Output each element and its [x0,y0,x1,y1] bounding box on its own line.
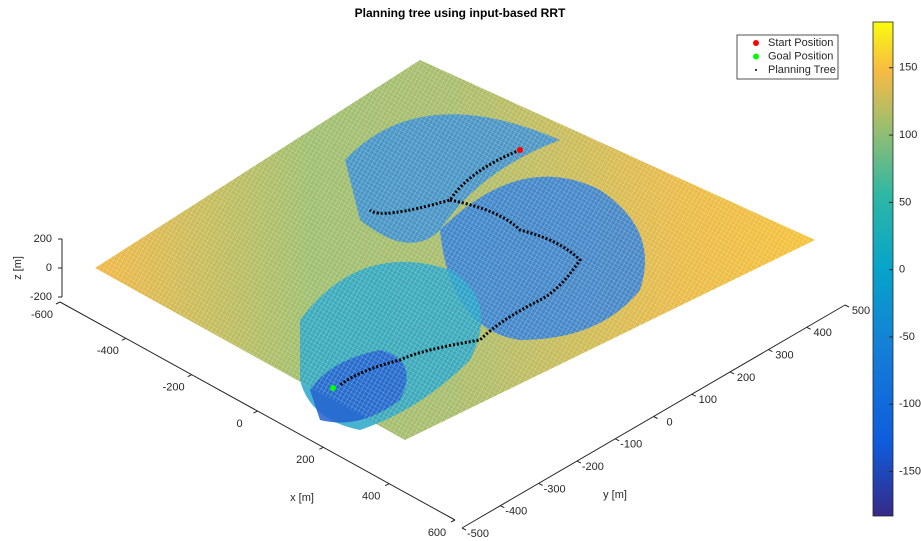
z-tick-label: 0 [46,262,52,274]
x-tick-label: -200 [163,382,185,394]
x-tick-label: 200 [296,454,314,466]
y-tick-label: 400 [814,327,832,339]
y-tick [615,439,619,441]
mesh [95,60,815,440]
legend-marker [753,54,759,60]
x-tick-label: -600 [31,309,53,321]
y-tick-label: -300 [544,483,566,495]
colorbar-tick-label: 100 [899,129,917,141]
x-tick [254,411,258,413]
legend-label: Planning Tree [768,64,836,76]
z-tick-label: -200 [30,291,52,303]
x-tick-label: 400 [362,491,380,503]
colorbar-tick-label: -100 [899,398,921,410]
x-tick-label: 0 [236,418,242,430]
y-tick-label: -100 [620,439,642,451]
y-tick-label: -500 [467,528,489,540]
y-tick [807,327,811,329]
x-tick [385,484,389,486]
y-tick [730,372,734,374]
colorbar [873,22,893,516]
y-tick [692,394,696,396]
y-tick-label: 200 [737,372,755,384]
x-tick [122,338,126,340]
colorbar-tick-label: 150 [899,62,917,74]
x-tick [451,520,455,522]
y-axis-label: y [m] [603,489,627,501]
legend-label: Start Position [768,37,833,49]
x-tick-label: 600 [428,527,446,539]
x-axis-label: x [m] [290,492,314,504]
y-tick [462,528,466,530]
y-tick [654,417,658,419]
y-tick-label: 100 [699,394,717,406]
y-tick-label: 500 [852,305,870,317]
colorbar-tick-label: 50 [899,196,911,208]
z-axis-label: z [m] [12,256,24,280]
colorbar-tick-label: -150 [899,465,921,477]
y-tick [577,461,581,463]
x-tick [56,302,60,304]
chart-title: Planning tree using input-based RRT [355,6,566,20]
y-tick-label: 300 [775,350,793,362]
x-tick-label: -400 [97,345,119,357]
y-tick-label: -200 [582,461,604,473]
legend-label: Goal Position [768,50,833,62]
y-tick [500,506,504,508]
start-marker [517,147,523,153]
chart: Planning tree using input-based RRT -600… [0,0,921,541]
colorbar-tick-label: 0 [899,264,905,276]
x-tick [319,447,323,449]
y-tick-label: 0 [666,416,672,428]
y-tick [539,483,543,485]
legend-marker [755,69,757,71]
surface [95,60,815,440]
y-tick [845,305,849,307]
y-tick [768,350,772,352]
z-tick-label: 200 [34,233,52,245]
x-tick [188,375,192,377]
colorbar-tick-label: -50 [899,331,915,343]
goal-marker [330,385,336,391]
legend-marker [753,40,759,46]
y-tick-label: -400 [505,506,527,518]
